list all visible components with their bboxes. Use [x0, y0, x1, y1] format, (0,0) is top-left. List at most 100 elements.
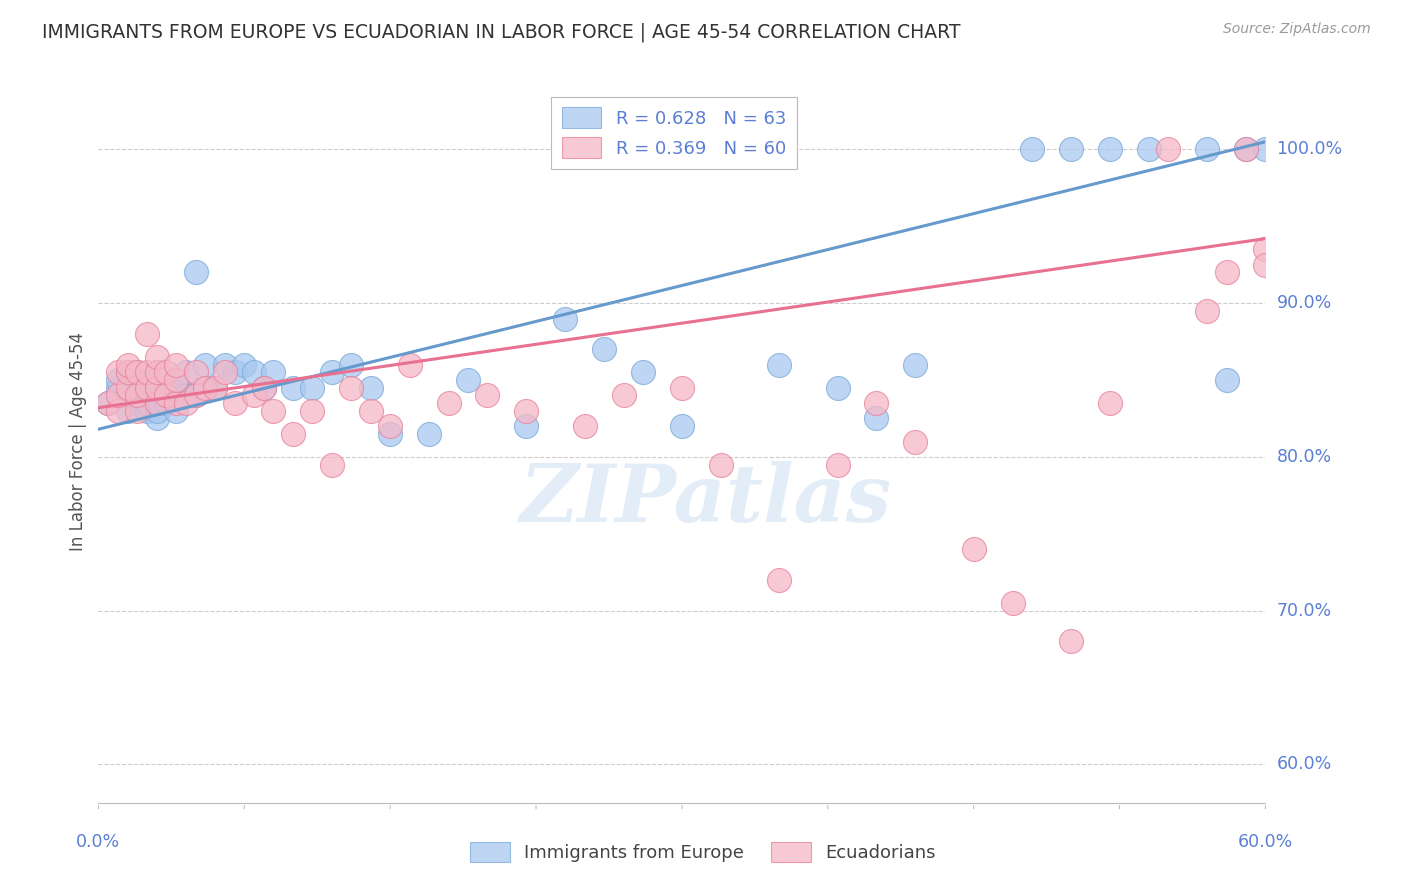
Point — [107, 404, 129, 418]
Point — [710, 458, 733, 472]
Point — [136, 388, 159, 402]
Point — [515, 419, 537, 434]
Point — [253, 381, 276, 395]
Point — [243, 388, 266, 402]
Point — [155, 396, 177, 410]
Point — [1137, 143, 1160, 157]
Point — [1254, 143, 1277, 157]
Point — [380, 426, 402, 441]
Point — [127, 365, 149, 379]
Point — [1098, 396, 1121, 410]
Point — [904, 434, 927, 449]
Point — [437, 396, 460, 410]
Text: 60.0%: 60.0% — [1277, 756, 1331, 773]
Point — [117, 358, 139, 372]
Point — [1215, 265, 1237, 279]
Point — [1060, 143, 1083, 157]
Point — [165, 404, 187, 418]
Point — [155, 388, 177, 402]
Point — [194, 381, 217, 395]
Point — [613, 388, 636, 402]
Point — [515, 404, 537, 418]
Point — [184, 265, 207, 279]
Point — [224, 365, 246, 379]
Point — [768, 573, 790, 587]
Point — [380, 419, 402, 434]
Text: IMMIGRANTS FROM EUROPE VS ECUADORIAN IN LABOR FORCE | AGE 45-54 CORRELATION CHAR: IMMIGRANTS FROM EUROPE VS ECUADORIAN IN … — [42, 22, 960, 42]
Text: Source: ZipAtlas.com: Source: ZipAtlas.com — [1223, 22, 1371, 37]
Point — [136, 396, 159, 410]
Point — [1060, 634, 1083, 648]
Point — [253, 381, 276, 395]
Point — [301, 381, 323, 395]
Point — [281, 381, 304, 395]
Point — [127, 396, 149, 410]
Point — [554, 311, 576, 326]
Point — [262, 365, 284, 379]
Point — [418, 426, 440, 441]
Point — [146, 365, 169, 379]
Point — [127, 388, 149, 402]
Point — [1215, 373, 1237, 387]
Text: 90.0%: 90.0% — [1277, 294, 1331, 312]
Point — [671, 381, 693, 395]
Text: 60.0%: 60.0% — [1237, 833, 1294, 851]
Point — [865, 396, 887, 410]
Point — [146, 381, 169, 395]
Point — [165, 373, 187, 387]
Point — [165, 358, 187, 372]
Point — [1195, 143, 1218, 157]
Point — [107, 388, 129, 402]
Point — [360, 381, 382, 395]
Point — [360, 404, 382, 418]
Point — [107, 388, 129, 402]
Point — [107, 373, 129, 387]
Point — [301, 404, 323, 418]
Point — [146, 396, 169, 410]
Point — [1234, 143, 1257, 157]
Point — [768, 358, 790, 372]
Point — [165, 388, 187, 402]
Point — [224, 396, 246, 410]
Point — [321, 458, 343, 472]
Point — [117, 365, 139, 379]
Point — [184, 388, 207, 402]
Point — [1001, 596, 1024, 610]
Point — [865, 411, 887, 425]
Point — [194, 358, 217, 372]
Point — [165, 396, 187, 410]
Text: 100.0%: 100.0% — [1277, 140, 1343, 159]
Point — [136, 373, 159, 387]
Point — [671, 419, 693, 434]
Point — [165, 373, 187, 387]
Point — [184, 388, 207, 402]
Point — [457, 373, 479, 387]
Point — [97, 396, 120, 410]
Point — [233, 358, 256, 372]
Point — [127, 404, 149, 418]
Point — [904, 358, 927, 372]
Point — [398, 358, 420, 372]
Point — [204, 381, 226, 395]
Point — [146, 350, 169, 364]
Point — [146, 411, 169, 425]
Point — [146, 365, 169, 379]
Point — [321, 365, 343, 379]
Point — [97, 396, 120, 410]
Point — [194, 381, 217, 395]
Point — [281, 426, 304, 441]
Point — [204, 381, 226, 395]
Point — [136, 404, 159, 418]
Point — [174, 388, 197, 402]
Legend: Immigrants from Europe, Ecuadorians: Immigrants from Europe, Ecuadorians — [463, 834, 943, 870]
Point — [127, 381, 149, 395]
Point — [127, 365, 149, 379]
Point — [262, 404, 284, 418]
Point — [631, 365, 654, 379]
Point — [146, 404, 169, 418]
Text: 80.0%: 80.0% — [1277, 448, 1331, 466]
Point — [827, 381, 849, 395]
Point — [117, 365, 139, 379]
Point — [107, 365, 129, 379]
Y-axis label: In Labor Force | Age 45-54: In Labor Force | Age 45-54 — [69, 332, 87, 551]
